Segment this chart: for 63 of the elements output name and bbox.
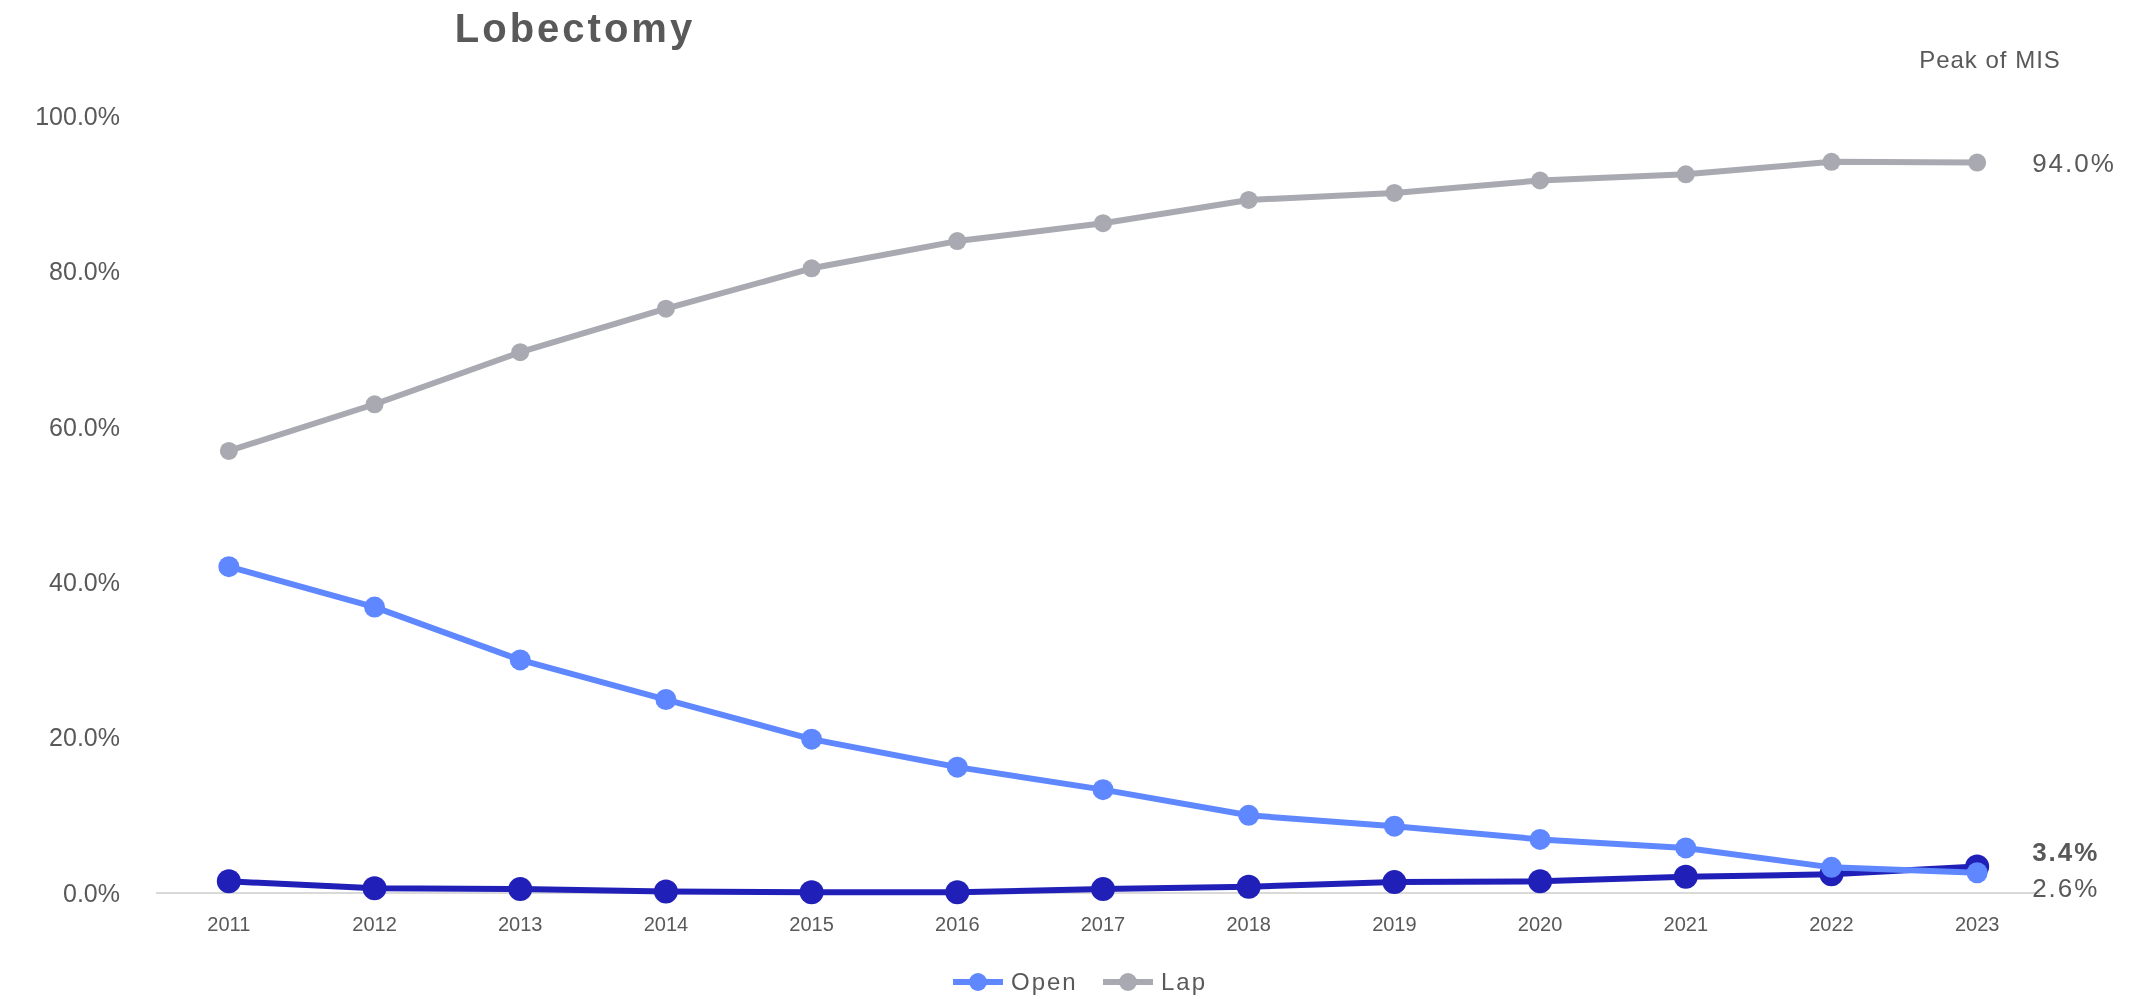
x-tick-label: 2012: [352, 913, 397, 935]
x-tick-label: 2014: [643, 913, 689, 935]
data-label: 2.6%: [2032, 872, 2100, 903]
y-tick-label: 100.0%: [35, 101, 120, 130]
chart-title: Lobectomy: [454, 6, 696, 50]
point: [1675, 837, 1697, 859]
x-tick-label: 2021: [1663, 913, 1709, 935]
point: [799, 880, 824, 905]
point: [1529, 828, 1551, 850]
point: [362, 876, 387, 901]
point: [1236, 874, 1261, 899]
point: [653, 879, 678, 904]
point: [945, 880, 970, 905]
point: [946, 756, 968, 778]
point: [511, 343, 530, 362]
point: [1238, 804, 1260, 826]
y-tick-label: 0.0%: [63, 878, 120, 907]
point: [1966, 862, 1988, 884]
point: [1382, 870, 1407, 895]
point: [1673, 864, 1698, 889]
x-tick-label: 2023: [1954, 913, 2000, 935]
point: [364, 596, 386, 618]
x-tick-label: 2015: [789, 913, 834, 935]
point: [1822, 152, 1841, 171]
x-tick-label: 2016: [935, 913, 980, 935]
point: [802, 259, 821, 278]
point: [508, 877, 533, 902]
point: [1820, 856, 1842, 878]
y-tick-label: 20.0%: [49, 723, 120, 752]
point: [801, 728, 823, 750]
point: [219, 441, 238, 460]
x-tick-label: 2011: [207, 913, 251, 935]
point: [218, 556, 240, 578]
point: [216, 869, 241, 894]
x-tick-label: 2020: [1517, 913, 1563, 935]
point: [365, 395, 384, 414]
point: [1676, 165, 1695, 184]
y-tick-label: 80.0%: [49, 257, 120, 286]
point: [509, 649, 531, 671]
x-tick-label: 2022: [1809, 913, 1854, 935]
point: [1091, 877, 1115, 902]
text: Peak of MIS: [1919, 46, 2061, 73]
point: [1531, 171, 1550, 190]
y-tick-label: 40.0%: [49, 567, 120, 596]
x-tick-label: 2018: [1226, 913, 1271, 935]
point: [655, 689, 677, 711]
data-label: 94.0%: [2032, 147, 2116, 178]
point: [656, 299, 675, 318]
point: [948, 232, 967, 251]
x-tick-label: 2017: [1080, 913, 1126, 935]
y-tick-label: 60.0%: [49, 412, 120, 441]
point: [1528, 869, 1553, 894]
legend-label: Open: [1011, 968, 1078, 996]
data-label: 3.4%: [2032, 836, 2100, 867]
point: [1239, 190, 1258, 209]
point: [1385, 183, 1404, 202]
point: [1383, 815, 1405, 837]
x-tick-label: 2019: [1372, 913, 1417, 935]
point: [1094, 214, 1112, 233]
x-tick-label: 2013: [497, 913, 543, 935]
legend-label: Lap: [1161, 968, 1208, 996]
point: [1092, 779, 1114, 801]
point: [1968, 153, 1987, 172]
